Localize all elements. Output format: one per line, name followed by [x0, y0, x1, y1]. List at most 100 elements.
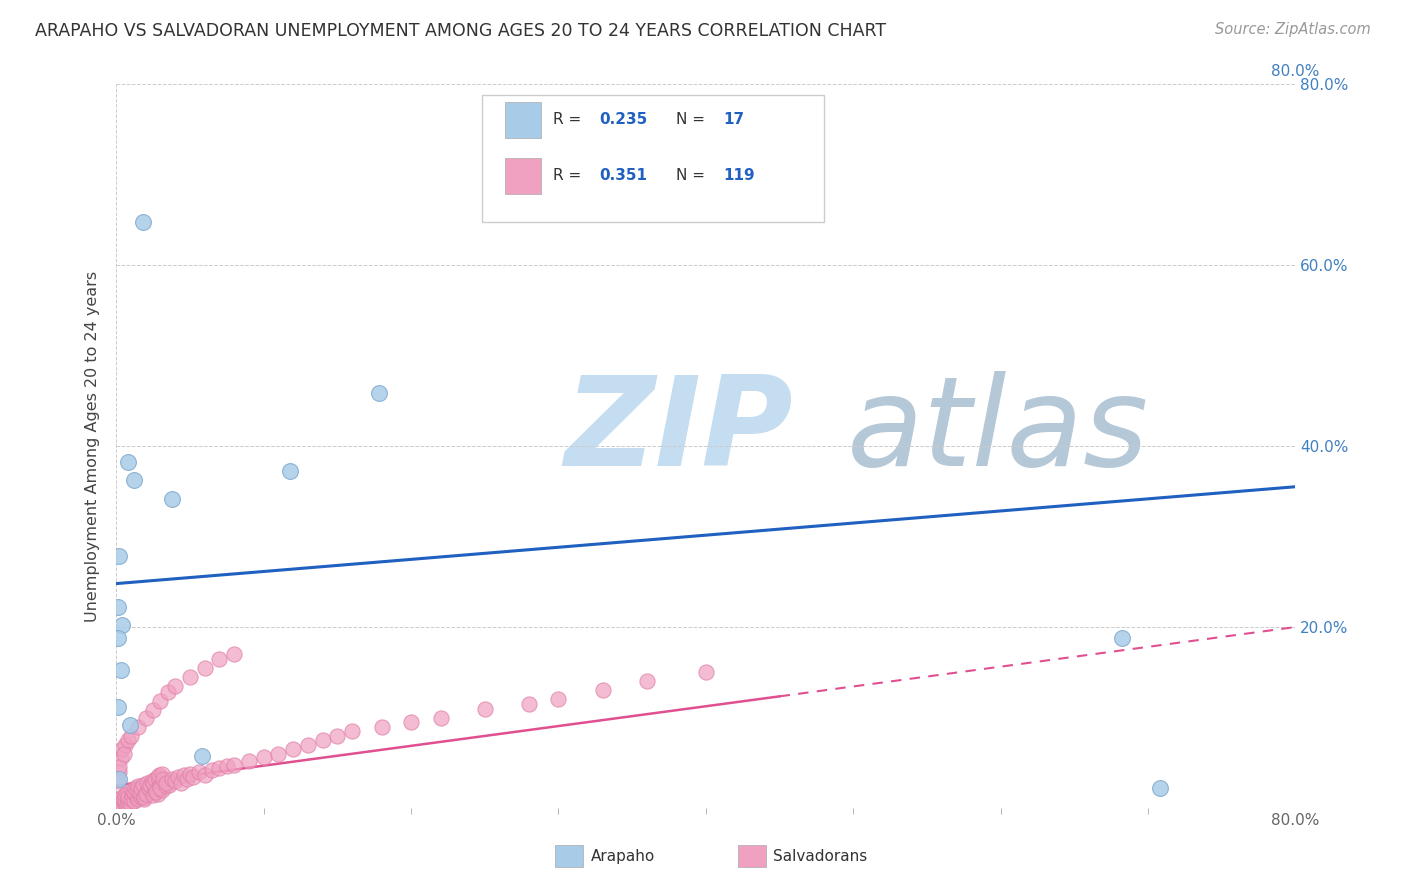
Point	[224, 757, 246, 772]
Text: 17: 17	[724, 112, 745, 128]
Point	[215, 759, 238, 773]
Point	[311, 733, 333, 747]
Point	[110, 799, 132, 814]
Point	[224, 647, 246, 661]
Point	[118, 718, 141, 732]
Point	[112, 747, 135, 761]
Point	[139, 778, 162, 792]
FancyBboxPatch shape	[482, 95, 824, 221]
Point	[138, 783, 160, 797]
Point	[141, 785, 163, 799]
Point	[152, 776, 174, 790]
Point	[132, 787, 155, 801]
Point	[167, 770, 190, 784]
Point	[135, 787, 157, 801]
Point	[155, 776, 177, 790]
Point	[208, 761, 231, 775]
Point	[127, 780, 149, 794]
Point	[165, 679, 187, 693]
Point	[107, 796, 129, 810]
Point	[115, 797, 138, 812]
Point	[136, 776, 159, 790]
Point	[108, 760, 131, 774]
Point	[194, 661, 217, 675]
Point	[108, 795, 131, 809]
Point	[114, 738, 136, 752]
Point	[121, 789, 143, 803]
Point	[127, 720, 149, 734]
Point	[297, 738, 319, 752]
Point	[114, 796, 136, 810]
Point	[128, 789, 150, 803]
Point	[127, 792, 149, 806]
Point	[143, 772, 166, 786]
Point	[111, 790, 134, 805]
Point	[141, 773, 163, 788]
Point	[170, 776, 193, 790]
Point	[111, 797, 134, 812]
Point	[142, 789, 165, 803]
Point	[112, 792, 135, 806]
Point	[399, 715, 422, 730]
Point	[117, 455, 139, 469]
Point	[547, 692, 569, 706]
Y-axis label: Unemployment Among Ages 20 to 24 years: Unemployment Among Ages 20 to 24 years	[86, 270, 100, 622]
Point	[155, 780, 177, 794]
Text: R =: R =	[553, 169, 586, 184]
Point	[134, 792, 156, 806]
Point	[108, 549, 131, 564]
Point	[201, 763, 224, 777]
Text: ZIP: ZIP	[564, 371, 793, 492]
Point	[120, 792, 142, 806]
Point	[107, 799, 129, 814]
Point	[108, 798, 131, 813]
Point	[107, 631, 129, 645]
Point	[117, 794, 139, 808]
Point	[111, 742, 134, 756]
Text: atlas: atlas	[848, 371, 1150, 492]
Point	[108, 772, 131, 786]
Point	[153, 773, 176, 788]
Text: Arapaho: Arapaho	[591, 849, 655, 863]
Point	[124, 781, 146, 796]
Point	[117, 733, 139, 747]
Text: N =: N =	[676, 112, 710, 128]
Point	[191, 748, 214, 763]
Point	[131, 790, 153, 805]
FancyBboxPatch shape	[505, 158, 541, 194]
Point	[187, 764, 209, 779]
Point	[162, 772, 184, 786]
Text: R =: R =	[553, 112, 586, 128]
Point	[125, 790, 148, 805]
Point	[1149, 781, 1171, 796]
Point	[162, 491, 184, 506]
Text: 0.235: 0.235	[600, 112, 648, 128]
Point	[142, 703, 165, 717]
Point	[194, 768, 217, 782]
Point	[135, 710, 157, 724]
Point	[636, 674, 658, 689]
Point	[136, 785, 159, 799]
Point	[143, 783, 166, 797]
Point	[139, 780, 162, 794]
Point	[474, 701, 496, 715]
Point	[152, 772, 174, 786]
Point	[1111, 631, 1133, 645]
Point	[132, 214, 155, 228]
Point	[340, 724, 363, 739]
Point	[117, 790, 139, 805]
Point	[122, 794, 145, 808]
Point	[131, 781, 153, 796]
Point	[115, 787, 138, 801]
Point	[124, 787, 146, 801]
Point	[695, 665, 717, 680]
Point	[125, 783, 148, 797]
Point	[122, 474, 145, 488]
Point	[107, 773, 129, 788]
Point	[165, 773, 187, 788]
Point	[149, 781, 172, 796]
Point	[148, 768, 170, 782]
Point	[145, 781, 167, 796]
Point	[150, 783, 173, 797]
Point	[176, 772, 198, 786]
